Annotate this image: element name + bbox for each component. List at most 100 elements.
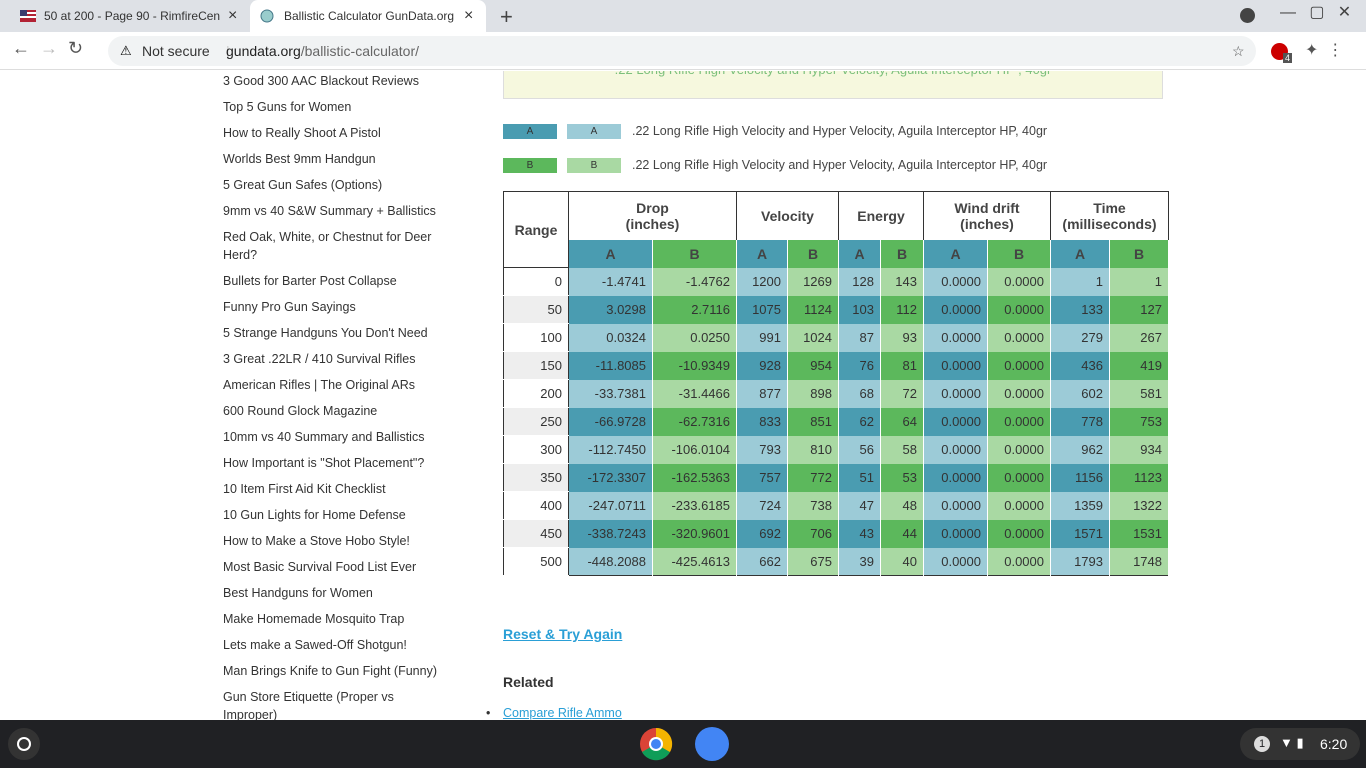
sidebar-link[interactable]: 10 Item First Aid Kit Checklist [223, 482, 386, 496]
data-cell: -172.3307 [568, 463, 653, 492]
tab-close[interactable]: × [228, 7, 238, 24]
data-row: 250 -66.9728 -62.7316 833 851 62 64 0.0000 0.000… [503, 407, 1169, 436]
sidebar-link[interactable]: 5 Great Gun Safes (Options) [223, 178, 383, 192]
toolbar: ← → ↻ ⚠ Not secure | gundata.org/ballist… [0, 32, 1366, 70]
data-cell: 0.0000 [923, 379, 988, 408]
data-cell: 0.0250 [652, 323, 737, 352]
header-title: Time [1093, 199, 1126, 216]
sidebar-link[interactable]: Most Basic Survival Food List Ever [223, 560, 417, 574]
data-cell: 87 [838, 323, 881, 352]
tab[interactable]: 50 at 200 - Page 90 - RimfireCen × [8, 0, 246, 32]
data-cell: -162.5363 [652, 463, 737, 492]
data-cell: 692 [736, 519, 788, 548]
files-icon[interactable] [695, 727, 729, 761]
related-link[interactable]: • Compare Rifle Ammo [486, 706, 622, 720]
tab-active[interactable]: Ballistic Calculator GunData.org × [250, 0, 486, 32]
data-cell: 662 [736, 547, 788, 576]
status-area[interactable]: 1 ▼ ▮ 6:20 [1240, 728, 1360, 760]
data-cell: 934 [1109, 435, 1169, 464]
data-cell: 602 [1050, 379, 1110, 408]
subheader-cell: B [787, 239, 839, 268]
sidebar-link[interactable]: 3 Good 300 AAC Blackout Reviews [223, 74, 419, 88]
sidebar-link[interactable]: How to Really Shoot A Pistol [223, 126, 381, 140]
data-cell: 1075 [736, 295, 788, 324]
sidebar-link[interactable]: Gun Store Etiquette (Proper vs Improper) [223, 690, 394, 720]
data-cell: -425.4613 [652, 547, 737, 576]
chrome-icon[interactable] [639, 727, 673, 761]
data-cell: 267 [1109, 323, 1169, 352]
data-cell: -112.7450 [568, 435, 653, 464]
data-cell: 56 [838, 435, 881, 464]
data-cell: 757 [736, 463, 788, 492]
data-row: 200 -33.7381 -31.4466 877 898 68 72 0.0000 0.000… [503, 379, 1169, 408]
data-cell: 58 [880, 435, 924, 464]
related-link-text[interactable]: Compare Rifle Ammo [503, 706, 622, 720]
data-cell: 738 [787, 491, 839, 520]
data-cell: 706 [787, 519, 839, 548]
data-cell: -11.8085 [568, 351, 653, 380]
header-title: Velocity [761, 207, 814, 224]
data-cell: 0.0000 [923, 463, 988, 492]
new-tab[interactable]: + [500, 4, 513, 29]
header-unit: (inches) [625, 215, 680, 232]
data-cell: 133 [1050, 295, 1110, 324]
sidebar-link[interactable]: How to Make a Stove Hobo Style! [223, 534, 410, 548]
data-cell: 419 [1109, 351, 1169, 380]
reset-link[interactable]: Reset & Try Again [503, 626, 623, 642]
subheader-cell: A [838, 239, 881, 268]
launcher[interactable] [8, 728, 40, 760]
sidebar-link[interactable]: 600 Round Glock Magazine [223, 404, 378, 418]
sidebar-link[interactable]: How Important is "Shot Placement"? [223, 456, 425, 470]
range-cell: 50 [503, 295, 569, 324]
sidebar-link[interactable]: Man Brings Knife to Gun Fight (Funny) [223, 664, 437, 678]
data-cell: 675 [787, 547, 839, 576]
data-cell: -338.7243 [568, 519, 653, 548]
data-cell: -233.6185 [652, 491, 737, 520]
sidebar-link[interactable]: Funny Pro Gun Sayings [223, 300, 356, 314]
tab-close[interactable]: × [464, 7, 474, 24]
header-cell: Drop (inches) [568, 191, 737, 240]
sidebar-link[interactable]: Make Homemade Mosquito Trap [223, 612, 405, 626]
window-controls[interactable]: — ▢ ✕ [1280, 4, 1352, 21]
bookmark-star[interactable]: ☆ [1232, 43, 1245, 59]
subheader-cell: B [1109, 239, 1169, 268]
nav-buttons[interactable]: ← → ↻ [12, 38, 84, 58]
address-bar[interactable]: ⚠ Not secure | gundata.org/ballistic-cal… [108, 36, 1256, 66]
data-cell: 112 [880, 295, 924, 324]
content: 3 Good 300 AAC Blackout Reviews Top 5 Gun… [0, 71, 1366, 720]
data-cell: 1322 [1109, 491, 1169, 520]
data-cell: 0.0000 [987, 351, 1051, 380]
header-unit: (inches) [960, 215, 1014, 232]
data-cell: 44 [880, 519, 924, 548]
data-cell: 0.0000 [987, 519, 1051, 548]
data-cell: 0.0000 [923, 435, 988, 464]
sidebar-link[interactable]: Lets make a Sawed-Off Shotgun! [223, 638, 407, 652]
data-cell: 127 [1109, 295, 1169, 324]
data-cell: 64 [880, 407, 924, 436]
legend-swatch-light: B [567, 158, 621, 173]
data-row: 50 3.0298 2.7116 1075 1124 103 112 0.0000 0.0000… [503, 295, 1169, 324]
extensions-menu[interactable]: ✦ ⋮ [1305, 42, 1344, 59]
sidebar-link[interactable]: 9mm vs 40 S&W Summary + Ballistics [223, 204, 436, 218]
data-cell: 0.0000 [923, 547, 988, 576]
sidebar-link[interactable]: Best Handguns for Women [223, 586, 373, 600]
sidebar-link[interactable]: 10 Gun Lights for Home Defense [223, 508, 406, 522]
ballistics-table: Range Drop (inches) Velocity Energy Wind drif… [503, 191, 1169, 576]
data-cell: -62.7316 [652, 407, 737, 436]
clock: 6:20 [1320, 736, 1348, 752]
sidebar-link[interactable]: American Rifles | The Original ARs [223, 378, 415, 392]
sidebar-link[interactable]: Worlds Best 9mm Handgun [223, 152, 376, 166]
sidebar-link[interactable]: 3 Great .22LR / 410 Survival Rifles [223, 352, 416, 366]
sidebar-link[interactable]: 5 Strange Handguns You Don't Need [223, 326, 428, 340]
data-cell: 47 [838, 491, 881, 520]
sidebar-link[interactable]: Bullets for Barter Post Collapse [223, 274, 397, 288]
data-cell: 1124 [787, 295, 839, 324]
sidebar-link[interactable]: 10mm vs 40 Summary and Ballistics [223, 430, 425, 444]
tab-title: 50 at 200 - Page 90 - RimfireCen [44, 9, 221, 23]
data-row: 350 -172.3307 -162.5363 757 772 51 53 0.0000 0.0… [503, 463, 1169, 492]
sidebar-link[interactable]: Red Oak, White, or Chestnut for Deer Her… [223, 230, 432, 262]
tab-search[interactable] [1240, 8, 1255, 23]
range-cell: 250 [503, 407, 569, 436]
header-cell: Wind drift (inches) [923, 191, 1051, 240]
sidebar-link[interactable]: Top 5 Guns for Women [223, 100, 352, 114]
